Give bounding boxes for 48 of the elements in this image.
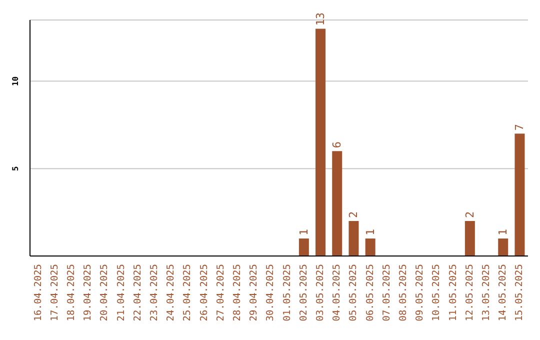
- bar: [365, 238, 376, 256]
- bar: [514, 134, 525, 256]
- data-label: 7: [513, 124, 526, 131]
- x-tick-label: 17.04.2025: [49, 264, 60, 322]
- x-tick-label: 26.04.2025: [198, 264, 210, 322]
- bar: [348, 221, 359, 256]
- bar: [316, 28, 326, 256]
- x-tick-label: 25.04.2025: [182, 264, 194, 322]
- x-tick-label: 19.04.2025: [82, 264, 94, 322]
- x-tick-label: 06.05.2025: [364, 264, 376, 322]
- x-tick-label: 10.05.2025: [431, 264, 442, 322]
- x-tick-label: 16.04.2025: [32, 264, 44, 322]
- x-tick-label: 08.05.2025: [398, 264, 409, 322]
- x-tick-label: 04.05.2025: [332, 264, 343, 322]
- x-tick-label: 27.04.2025: [215, 264, 226, 322]
- data-label: 2: [463, 211, 476, 218]
- x-tick-label: 02.05.2025: [298, 264, 310, 322]
- x-tick-label: 22.04.2025: [132, 264, 144, 322]
- x-tick-label: 05.05.2025: [348, 264, 360, 322]
- data-label: 1: [364, 228, 377, 236]
- x-tick-label: 07.05.2025: [381, 264, 392, 322]
- bar: [498, 238, 508, 256]
- x-tick-label: 28.04.2025: [232, 264, 243, 322]
- x-tick-label: 24.04.2025: [166, 264, 177, 322]
- x-tick-label: 11.05.2025: [448, 264, 459, 322]
- data-label: 1: [496, 228, 510, 236]
- x-tick-label: 12.05.2025: [464, 264, 476, 322]
- bar: [332, 151, 342, 256]
- x-tick-label: 15.05.2025: [514, 264, 526, 322]
- bar: [298, 238, 309, 256]
- x-tick-label: 03.05.2025: [315, 264, 326, 322]
- x-tick-label: 23.04.2025: [149, 264, 160, 322]
- x-tick-label: 20.04.2025: [99, 264, 110, 322]
- x-tick-label: 01.05.2025: [282, 264, 293, 322]
- x-tick-label: 13.05.2025: [481, 264, 492, 322]
- data-label: 6: [330, 141, 344, 148]
- data-label: 13: [314, 12, 328, 26]
- data-label: 1: [297, 228, 310, 236]
- data-label: 2: [347, 211, 360, 218]
- x-tick-label: 21.04.2025: [116, 264, 127, 322]
- x-tick-label: 30.04.2025: [265, 264, 276, 322]
- x-tick-label: 09.05.2025: [414, 264, 426, 322]
- y-tick-label: 10: [11, 76, 20, 86]
- x-tick-label: 29.04.2025: [248, 264, 260, 322]
- x-tick-label: 14.05.2025: [498, 264, 509, 322]
- bar: [464, 221, 475, 256]
- y-tick-label: 5: [11, 166, 20, 172]
- x-tick-label: 18.04.2025: [66, 264, 77, 322]
